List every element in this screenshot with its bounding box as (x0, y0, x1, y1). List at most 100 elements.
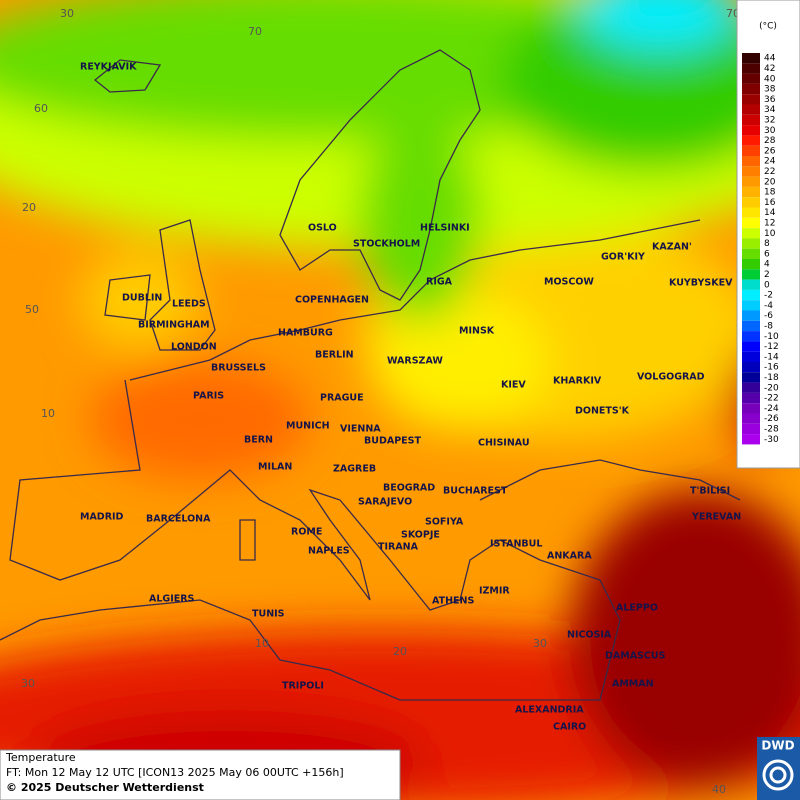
city-label: TIRANA (378, 542, 419, 553)
legend-label: -20 (764, 383, 779, 393)
city-label: KUYBYSKEV (669, 278, 733, 289)
legend-label: -2 (764, 291, 773, 301)
legend-swatch (742, 341, 760, 352)
logo-text: DWD (761, 739, 794, 753)
city-label: YEREVAN (691, 512, 741, 523)
footer-forecast: FT: Mon 12 May 12 UTC [ICON13 2025 May 0… (6, 766, 344, 779)
legend-label: 4 (764, 260, 770, 270)
legend-label: 10 (764, 229, 776, 239)
footer: Temperature FT: Mon 12 May 12 UTC [ICON1… (0, 749, 401, 800)
city-label: NAPLES (308, 546, 350, 557)
legend-label: 20 (764, 177, 776, 187)
legend-label: 12 (764, 218, 775, 228)
city-label: DONETS'K (575, 406, 630, 417)
city-label: BIRMINGHAM (138, 320, 210, 331)
legend-swatch (742, 135, 760, 146)
legend-label: -26 (764, 414, 779, 424)
legend-label: 0 (764, 280, 770, 290)
legend-label: 14 (764, 208, 776, 218)
city-label: BRUSSELS (211, 363, 266, 374)
legend-label: 30 (764, 126, 776, 136)
city-label: HELSINKI (420, 223, 470, 234)
legend-swatch (742, 145, 760, 156)
footer-copyright: © 2025 Deutscher Wetterdienst (6, 781, 204, 794)
legend-swatch (742, 125, 760, 136)
legend-swatch (742, 73, 760, 84)
legend-swatch (742, 331, 760, 342)
legend: (°C) 44424038363432302826242220181614121… (736, 0, 800, 469)
city-label: TRIPOLI (282, 681, 324, 692)
grid-label: 30 (533, 637, 547, 650)
city-label: VIENNA (340, 424, 381, 435)
legend-label: 34 (764, 105, 776, 115)
city-label: ATHENS (432, 596, 474, 607)
grid-label: 10 (255, 637, 269, 650)
city-label: SARAJEVO (358, 497, 412, 508)
legend-swatch (742, 217, 760, 229)
legend-swatch (742, 114, 760, 126)
city-label: DAMASCUS (605, 651, 666, 662)
legend-label: -24 (764, 404, 779, 414)
logo-swirl (762, 759, 794, 791)
dwd-logo: DWD (757, 737, 800, 800)
city-label: AMMAN (612, 679, 654, 690)
city-label: BEOGRAD (383, 483, 435, 494)
city-label: CAIRO (553, 722, 586, 733)
city-label: T'BILISI (690, 486, 730, 497)
legend-swatch (742, 310, 760, 321)
legend-label: 26 (764, 146, 776, 156)
legend-swatch (742, 382, 760, 393)
legend-swatch (742, 300, 760, 311)
city-label: VOLGOGRAD (637, 372, 705, 383)
grid-label: 70 (248, 25, 262, 38)
city-label: KHARKIV (553, 376, 602, 387)
city-label: HAMBURG (278, 328, 333, 339)
legend-swatch (742, 392, 760, 404)
legend-label: 44 (764, 54, 776, 64)
city-label: WARSZAW (387, 356, 443, 367)
legend-swatch (742, 423, 760, 435)
legend-label: 18 (764, 188, 776, 198)
city-label: CHISINAU (478, 438, 530, 449)
city-label: ALGIERS (149, 594, 195, 605)
legend-swatch (742, 351, 760, 362)
grid-label: 20 (22, 201, 36, 214)
legend-label: 16 (764, 198, 776, 208)
city-label: ALEXANDRIA (515, 705, 584, 716)
city-label: LONDON (171, 342, 217, 353)
grid-label: 30 (60, 7, 74, 20)
legend-swatch (742, 156, 760, 167)
legend-swatch (742, 83, 760, 95)
city-label: REYKJAVIK (80, 62, 137, 73)
grid-label: 50 (25, 303, 39, 316)
legend-swatch (742, 434, 760, 445)
grid-label: 40 (712, 783, 726, 796)
legend-swatch (742, 320, 760, 332)
city-label: MILAN (258, 462, 292, 473)
legend-label: -16 (764, 363, 779, 373)
legend-label: 6 (764, 249, 770, 259)
city-label: BUDAPEST (364, 436, 421, 447)
legend-label: 40 (764, 74, 776, 84)
city-label: ZAGREB (333, 464, 376, 475)
legend-label: 28 (764, 136, 776, 146)
city-label: ROME (291, 527, 322, 538)
legend-label: 2 (764, 270, 770, 280)
city-label: PRAGUE (320, 393, 364, 404)
legend-swatch (742, 413, 760, 424)
footer-box (0, 749, 401, 800)
legend-swatch (742, 53, 760, 64)
grid-label: 60 (34, 102, 48, 115)
city-label: MADRID (80, 512, 124, 523)
city-label: BERLIN (315, 350, 354, 361)
city-label: BERN (244, 435, 273, 446)
legend-swatch (742, 269, 760, 280)
legend-label: -6 (764, 311, 773, 321)
legend-label: -28 (764, 424, 779, 434)
city-label: LEEDS (172, 299, 206, 310)
